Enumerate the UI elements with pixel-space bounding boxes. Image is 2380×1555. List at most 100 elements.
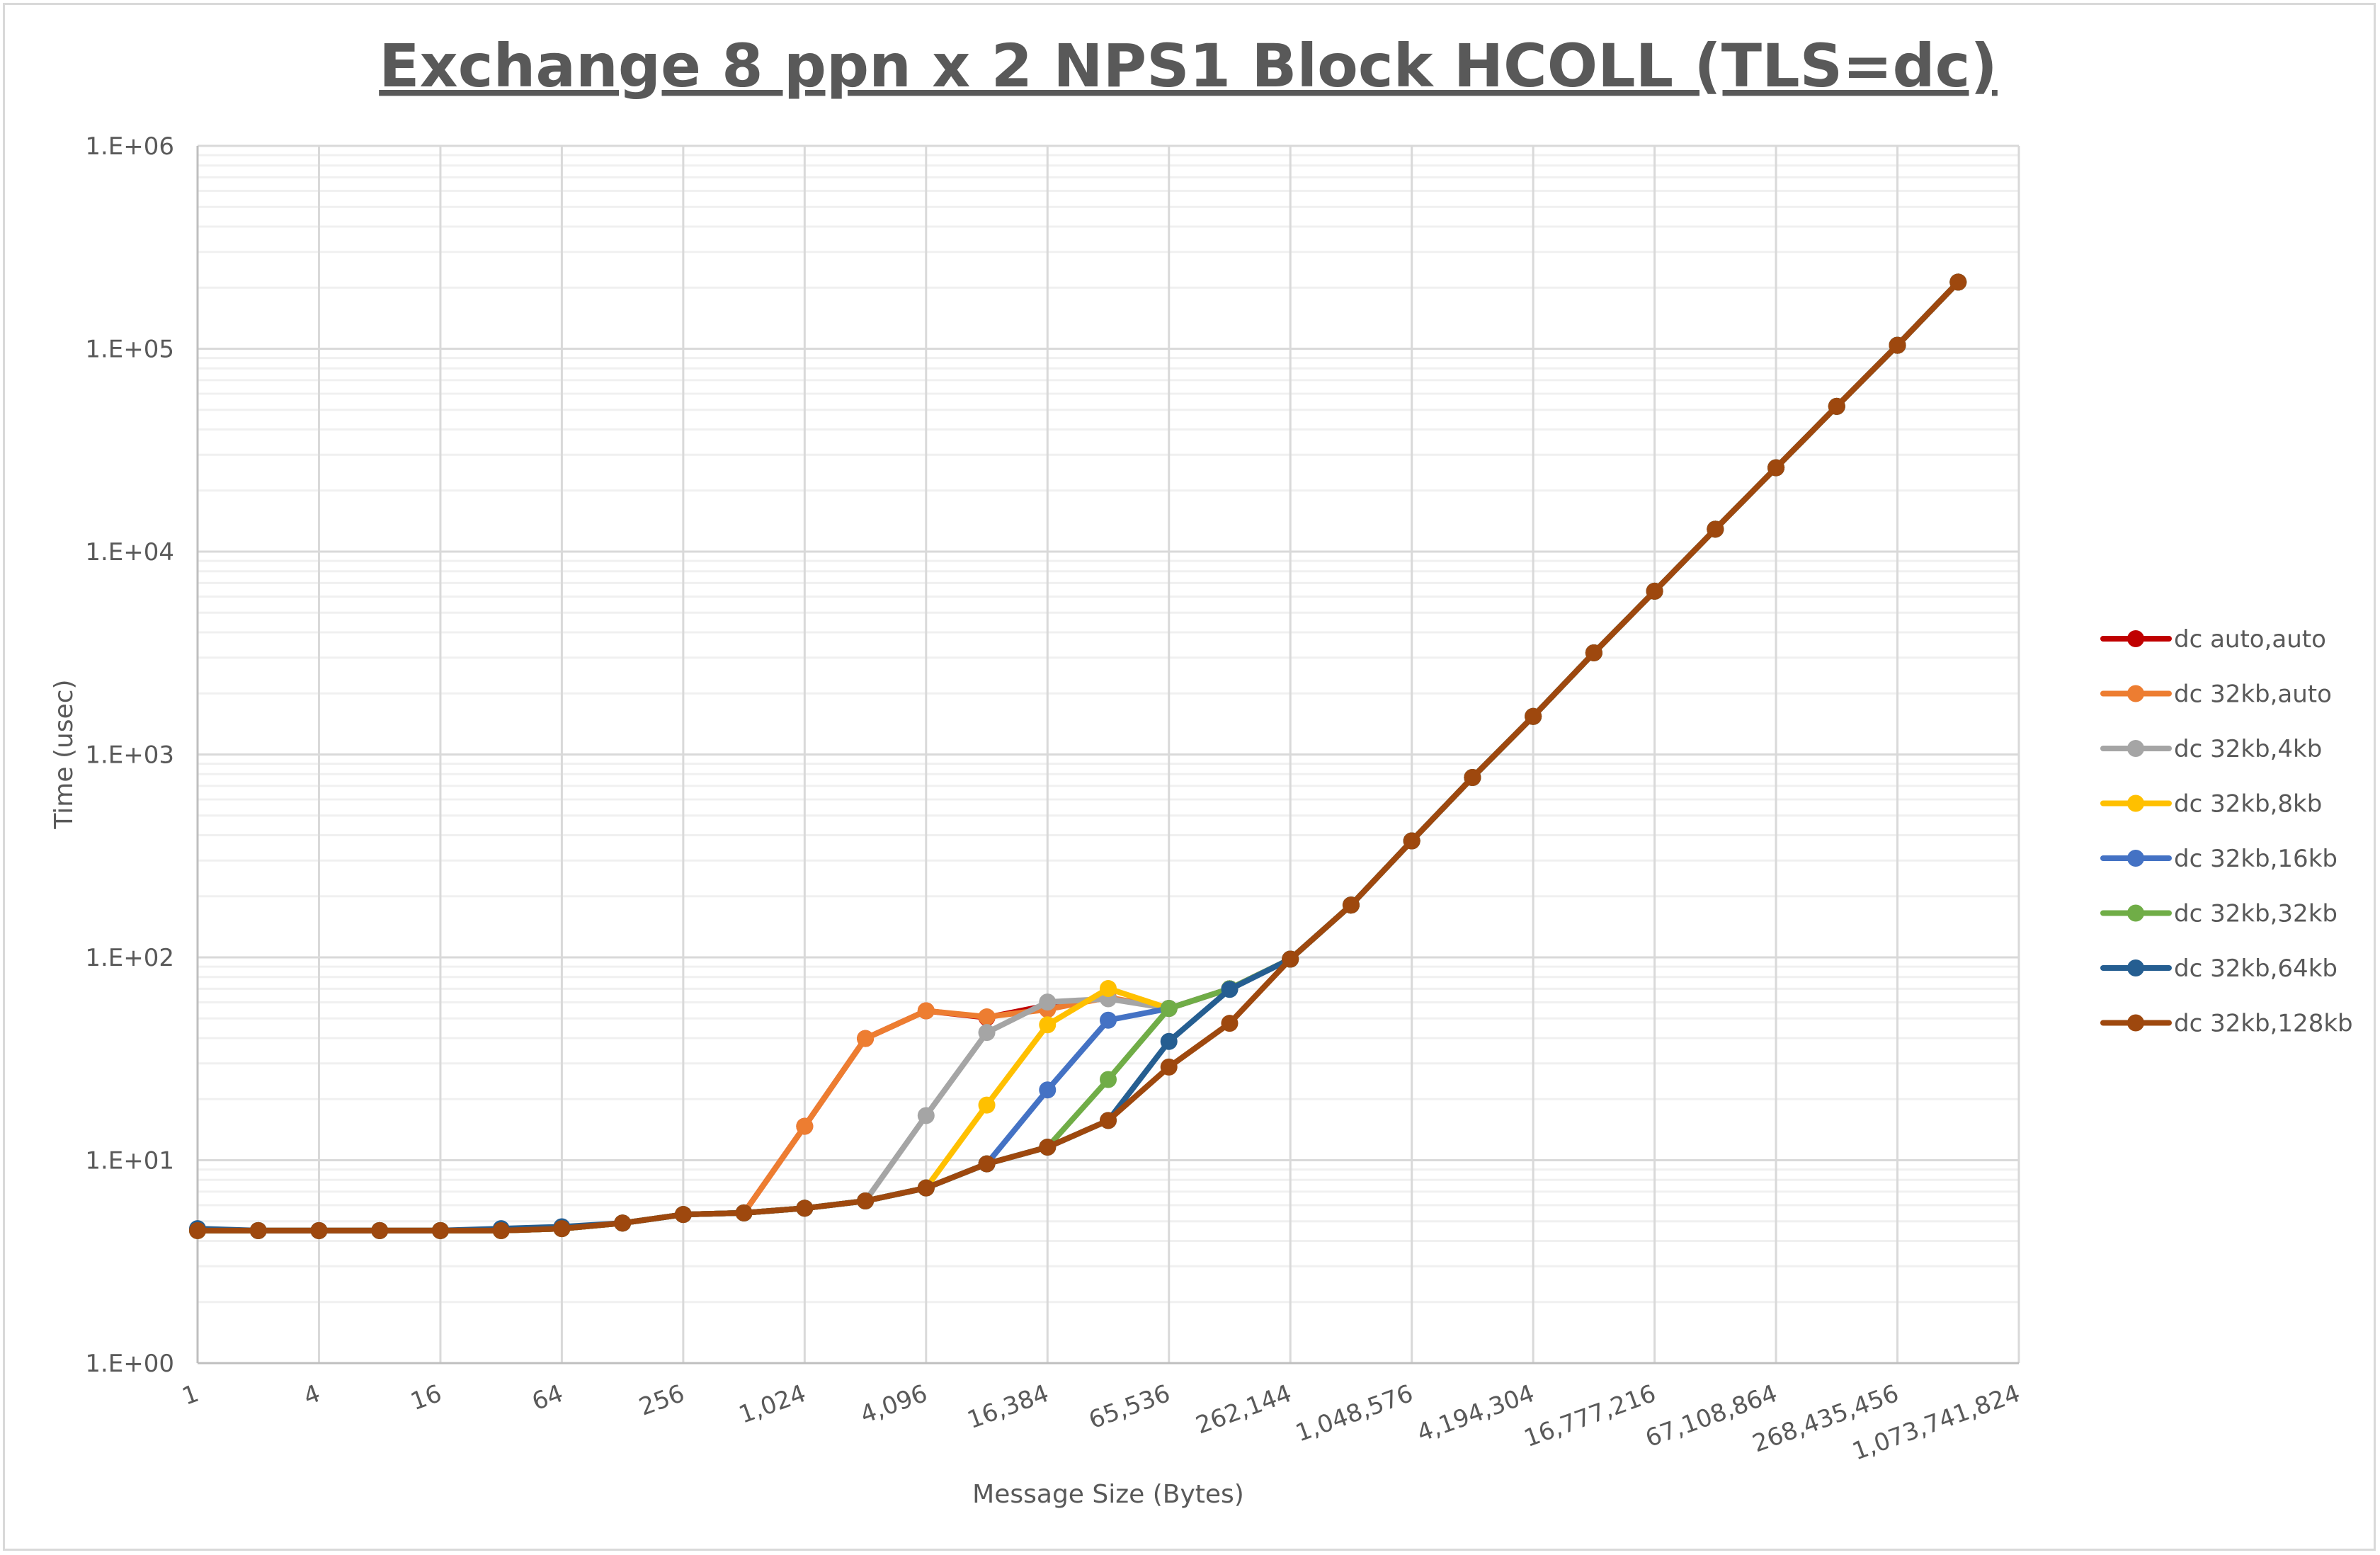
data-point	[1039, 993, 1057, 1011]
legend-marker	[2127, 959, 2144, 976]
data-point	[1160, 1000, 1178, 1018]
legend-label: dc 32kb,4kb	[2174, 735, 2322, 763]
data-point	[1160, 1032, 1178, 1050]
data-point	[978, 1096, 996, 1114]
chart-title: Exchange 8 ppn x 2 NPS1 Block HCOLL (TLS…	[379, 31, 1998, 101]
series-dc-32kb-auto	[189, 273, 1967, 1239]
chart-frame	[3, 3, 2376, 1551]
y-tick-label: 1.E+06	[85, 132, 174, 161]
x-tick-label: 262,144	[1192, 1379, 1295, 1440]
legend-item: dc 32kb,32kb	[2100, 900, 2338, 928]
data-point	[1100, 1071, 1117, 1088]
y-tick-label: 1.E+02	[85, 944, 174, 972]
series-dc-32kb-4kb	[189, 273, 1967, 1239]
data-point	[1403, 832, 1420, 850]
data-point	[1767, 459, 1785, 477]
data-point	[1585, 644, 1602, 661]
legend-item: dc 32kb,16kb	[2100, 845, 2338, 873]
series-line	[198, 280, 1961, 1234]
data-point	[857, 1030, 875, 1047]
legend-label: dc auto,auto	[2174, 625, 2326, 654]
y-tick-label: 1.E+05	[85, 336, 174, 364]
data-point	[1039, 1081, 1057, 1099]
series-line	[198, 280, 1961, 1234]
data-point	[492, 1221, 510, 1239]
data-point	[1342, 896, 1360, 914]
data-point	[1100, 1112, 1117, 1129]
series-dc-32kb-32kb	[189, 273, 1967, 1239]
data-point	[614, 1214, 632, 1232]
x-tick-label: 65,536	[1085, 1379, 1173, 1435]
legend-marker	[2127, 685, 2144, 702]
legend-label: dc 32kb,128kb	[2174, 1010, 2353, 1038]
series-dc-32kb-16kb	[189, 273, 1967, 1239]
data-point	[796, 1117, 814, 1135]
series-line	[197, 280, 1961, 1234]
data-point	[1039, 1139, 1057, 1156]
data-point	[1646, 582, 1663, 600]
data-point	[1100, 980, 1117, 998]
series-dc-32kb-64kb	[189, 273, 1967, 1239]
legend-label: dc 32kb,64kb	[2174, 955, 2338, 983]
x-tick-label: 256	[635, 1379, 688, 1422]
series-line	[198, 280, 1961, 1234]
series-line	[198, 280, 1961, 1234]
data-point	[1160, 1058, 1178, 1076]
data-point	[735, 1204, 753, 1221]
legend-item: dc 32kb,64kb	[2100, 955, 2338, 983]
data-point	[796, 1200, 814, 1217]
legend-label: dc 32kb,8kb	[2174, 790, 2322, 819]
x-tick-label: 16	[407, 1379, 445, 1416]
legend-marker	[2127, 740, 2144, 757]
data-point	[674, 1206, 692, 1224]
series-dc-auto-auto	[189, 273, 1967, 1239]
data-point	[917, 1179, 935, 1197]
data-point	[917, 1107, 935, 1124]
series-dc-32kb-8kb	[189, 273, 1967, 1239]
x-tick-label: 4,096	[857, 1379, 931, 1430]
data-point	[1889, 336, 1906, 354]
y-tick-label: 1.E+03	[85, 741, 174, 770]
data-point	[1828, 397, 1845, 415]
legend-marker	[2127, 850, 2144, 867]
x-tick-label: 1	[178, 1379, 203, 1411]
x-tick-label: 4,194,304	[1413, 1379, 1538, 1448]
series-dc-32kb-128kb	[189, 273, 1967, 1239]
legend: dc auto,auto dc 32kb,auto dc 32kb,4kb dc 32…	[2100, 625, 2353, 1038]
data-point	[1221, 981, 1239, 998]
gridlines	[196, 144, 2020, 1365]
data-point	[310, 1221, 328, 1239]
data-point	[857, 1192, 875, 1209]
data-point	[1949, 273, 1967, 291]
data-point	[189, 1221, 206, 1239]
data-point	[978, 1024, 996, 1042]
data-point	[1464, 769, 1481, 787]
data-point	[1100, 1011, 1117, 1029]
legend-label: dc 32kb,auto	[2174, 680, 2332, 709]
legend-item: dc 32kb,128kb	[2100, 1010, 2353, 1038]
data-point	[978, 1008, 996, 1026]
y-tick-label: 1.E+04	[85, 538, 174, 566]
y-tick-label: 1.E+00	[85, 1350, 174, 1378]
data-point	[553, 1220, 571, 1238]
data-point	[917, 1002, 935, 1020]
legend-label: dc 32kb,16kb	[2174, 845, 2338, 873]
data-point	[371, 1221, 389, 1239]
data-point	[1525, 707, 1542, 725]
x-tick-label: 1,048,576	[1292, 1379, 1416, 1448]
data-point	[978, 1155, 996, 1173]
y-axis-title: Time (usec)	[50, 679, 79, 829]
series-line	[198, 280, 1961, 1234]
series-line	[198, 280, 1961, 1234]
x-axis-title: Message Size (Bytes)	[972, 1480, 1244, 1509]
x-tick-label: 4	[300, 1379, 324, 1411]
data-point	[431, 1221, 449, 1239]
legend-marker	[2127, 1014, 2144, 1032]
data-point	[1221, 1015, 1239, 1032]
x-tick-label: 64	[528, 1379, 566, 1416]
data-point	[1707, 520, 1724, 538]
series-group	[189, 273, 1967, 1239]
legend-marker	[2127, 794, 2144, 812]
legend-item: dc 32kb,4kb	[2100, 735, 2322, 763]
